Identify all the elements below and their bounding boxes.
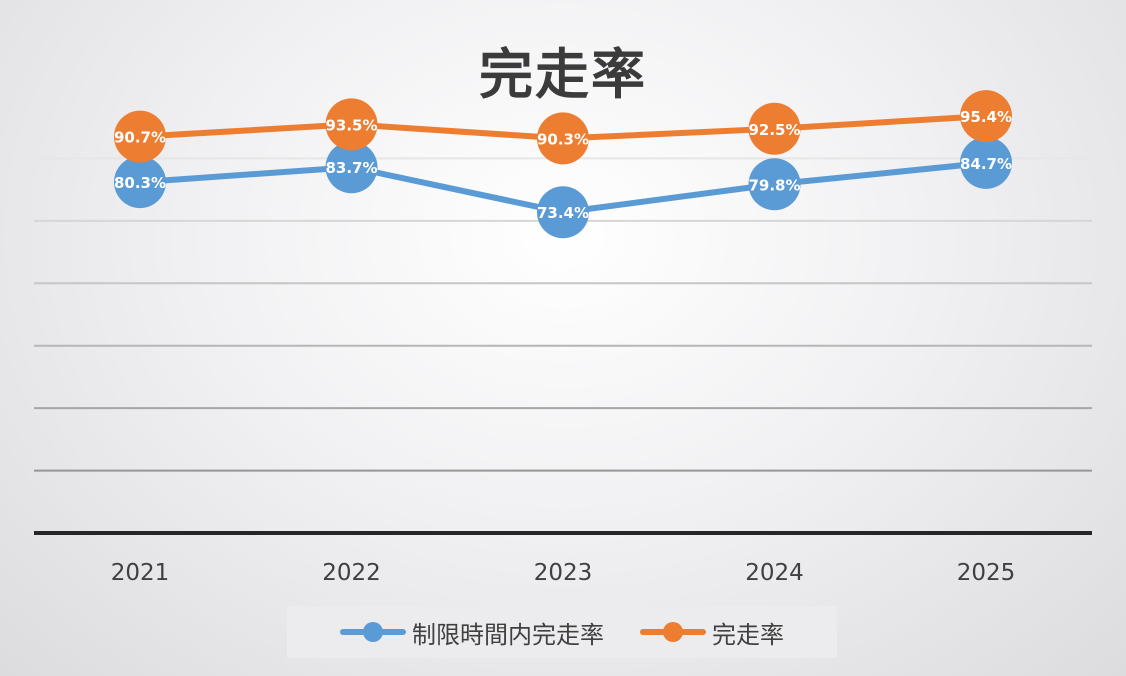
series-0: 80.3% 83.7% 73.4% 79.8% 84.7% — [114, 136, 1012, 239]
legend-swatch-series-0 — [340, 622, 406, 642]
data-point — [960, 136, 1012, 189]
legend-label-series-1: 完走率 — [712, 620, 784, 649]
data-label: 79.8% — [748, 176, 800, 194]
data-label: 73.4% — [537, 204, 589, 222]
data-point — [114, 156, 166, 209]
x-tick-label: 2024 — [745, 560, 804, 586]
legend-dot-series-0 — [363, 622, 383, 642]
legend-swatch-series-1 — [640, 622, 706, 642]
legend: 制限時間内完走率 完走率 — [287, 606, 837, 658]
x-tick-label: 2023 — [534, 560, 593, 586]
legend-dot-series-1 — [663, 622, 683, 642]
data-label: 92.5% — [748, 121, 800, 139]
legend-label-series-0: 制限時間内完走率 — [412, 620, 604, 649]
data-point — [537, 186, 589, 239]
x-tick-label: 2022 — [322, 560, 381, 586]
x-axis: 2021 2022 2023 2024 2025 — [34, 531, 1092, 586]
x-tick-label: 2021 — [111, 560, 170, 586]
data-label: 83.7% — [325, 159, 377, 177]
legend-item-series-1: 完走率 — [640, 615, 784, 650]
data-point — [325, 98, 378, 151]
data-point — [114, 110, 166, 163]
legend-item-series-0: 制限時間内完走率 — [340, 615, 604, 650]
data-point — [748, 102, 801, 155]
data-label: 84.7% — [960, 155, 1012, 173]
data-label: 90.3% — [537, 130, 589, 148]
data-point — [537, 112, 589, 165]
series-1: 90.7% 93.5% 90.3% 92.5% 95.4% — [114, 90, 1012, 165]
data-label: 93.5% — [325, 116, 377, 134]
data-label: 90.7% — [114, 129, 166, 147]
series-layer: 80.3% 83.7% 73.4% 79.8% 84.7% 90.7% 93.5% 90.3%… — [114, 90, 1012, 239]
x-tick-label: 2025 — [957, 560, 1016, 586]
data-label: 80.3% — [114, 174, 166, 192]
data-point — [325, 141, 378, 194]
data-point — [960, 90, 1012, 143]
chart-title: 完走率 — [479, 43, 647, 106]
data-point — [748, 158, 801, 211]
data-label: 95.4% — [960, 108, 1012, 126]
